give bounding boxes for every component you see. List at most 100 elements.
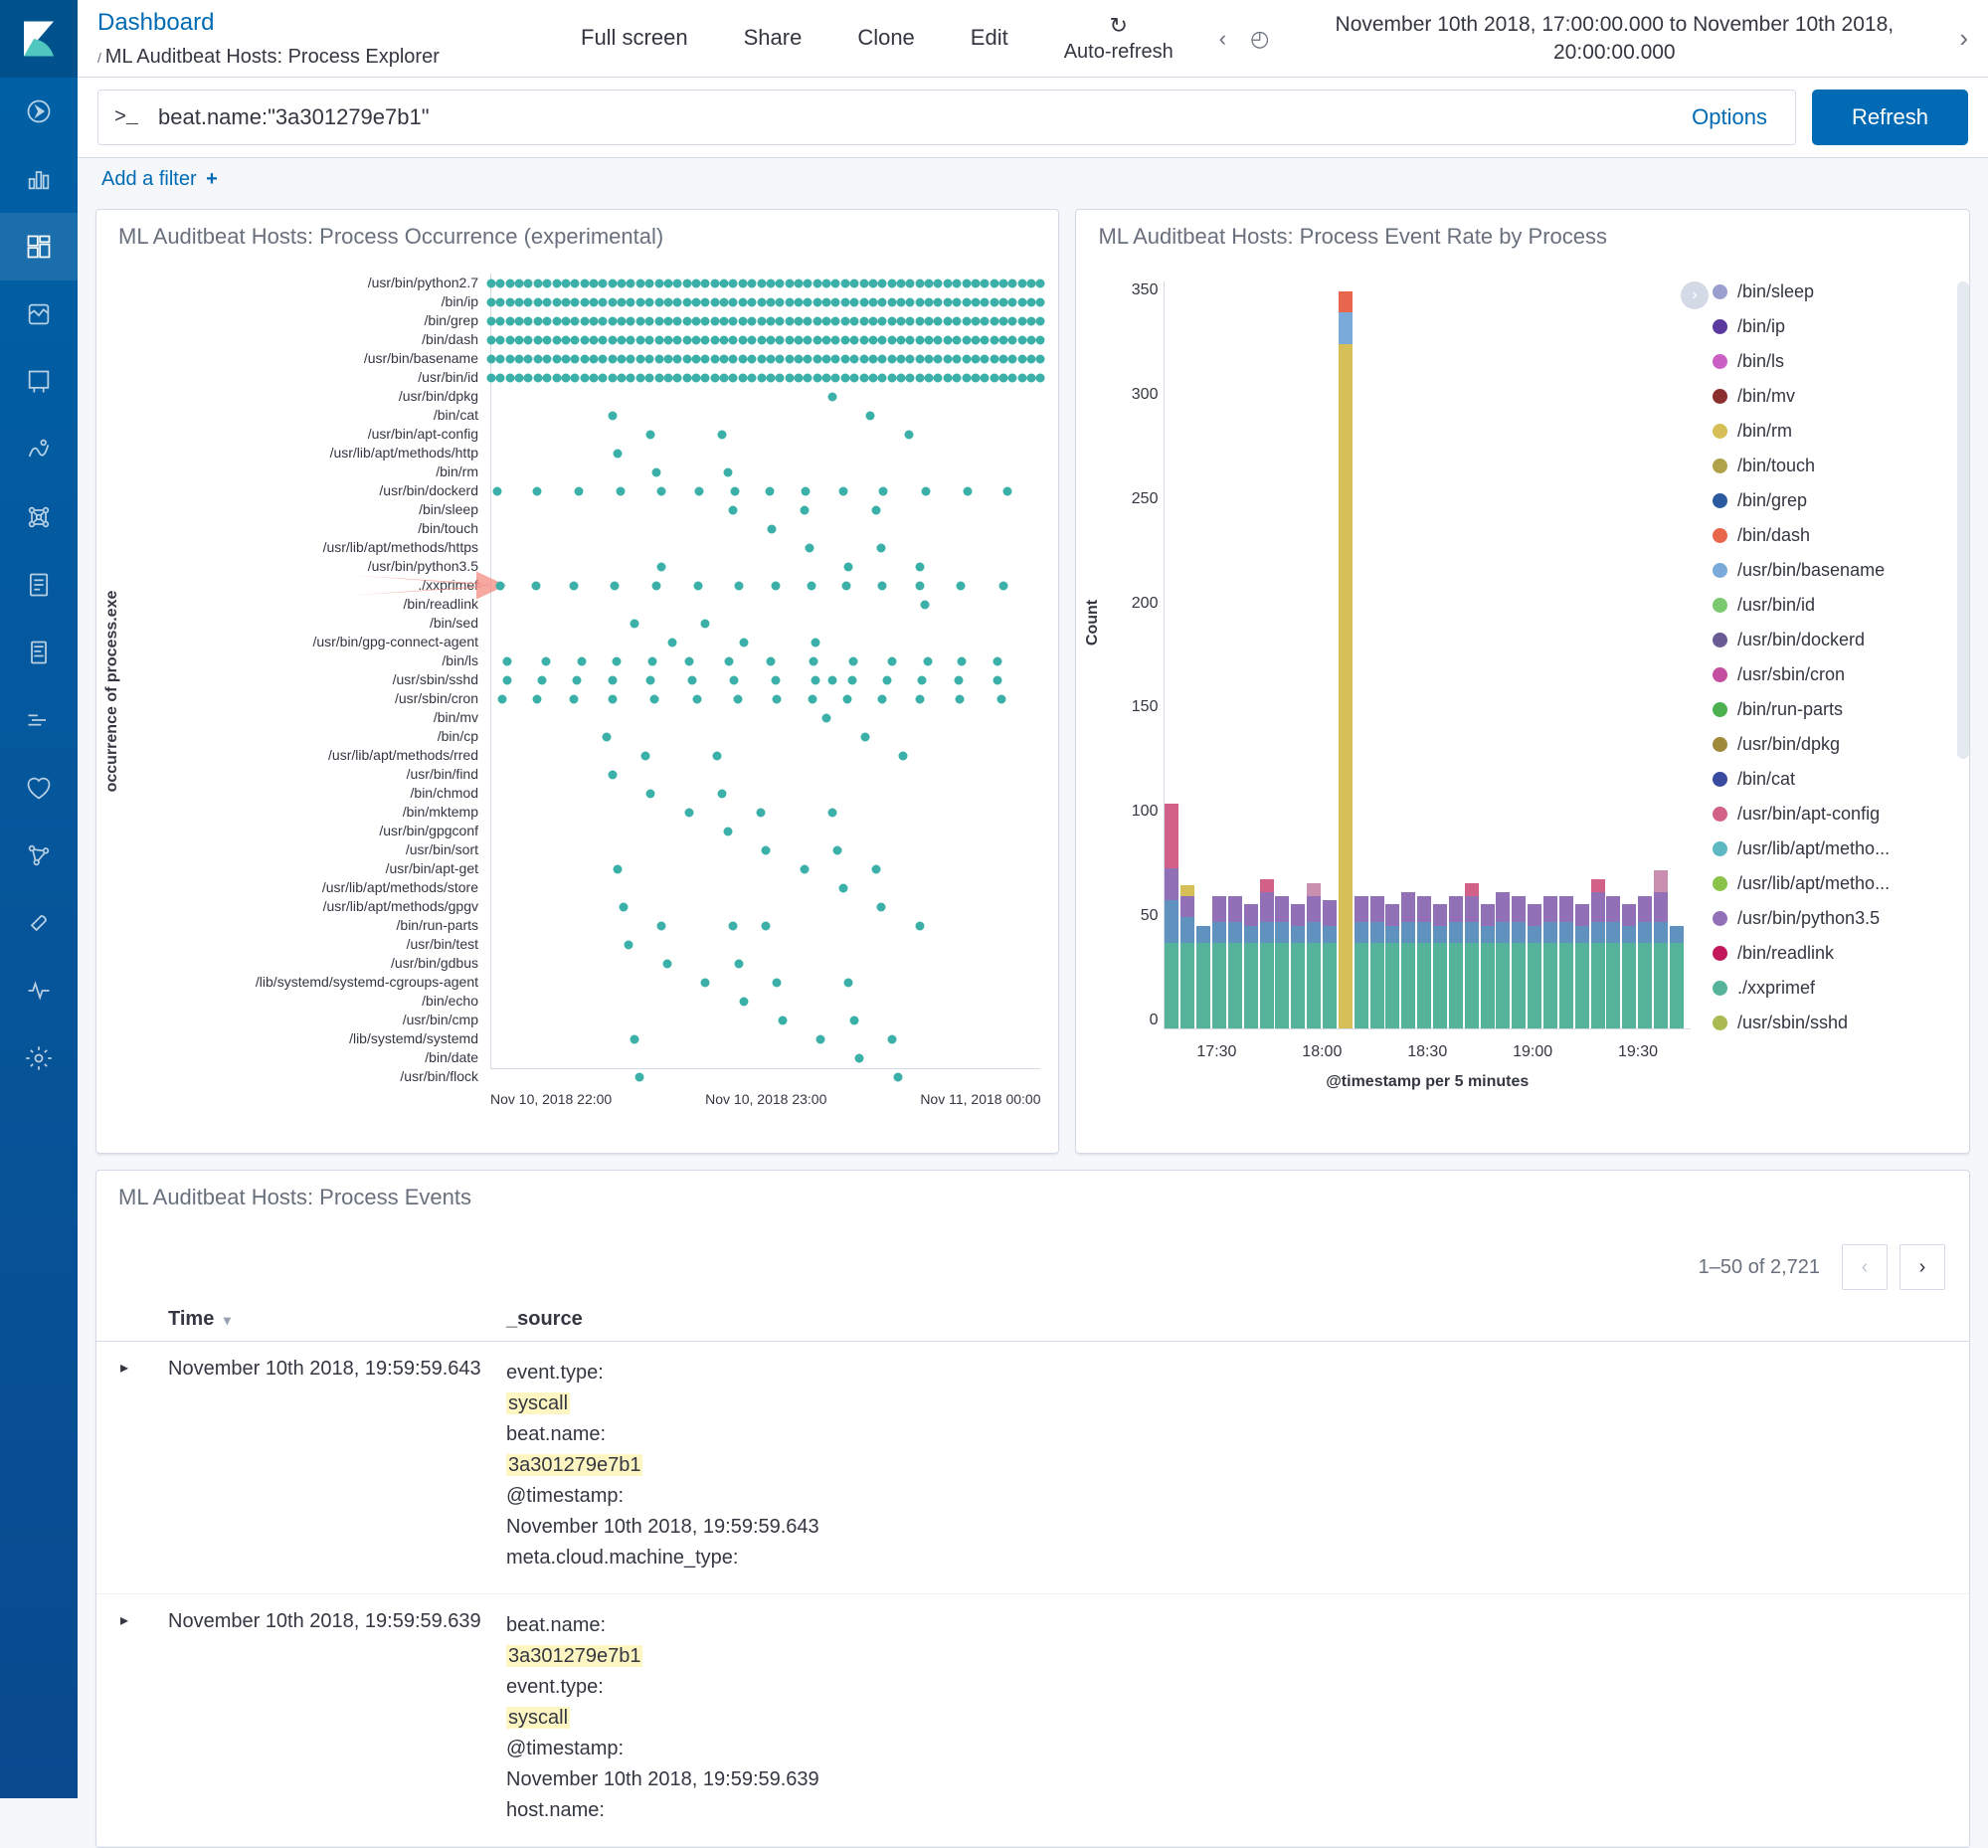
query-input-wrap[interactable]: >_ Options	[97, 90, 1796, 145]
legend-item[interactable]: /bin/cat	[1713, 769, 1961, 790]
data-point	[953, 354, 962, 363]
column-source[interactable]: _source	[506, 1308, 1945, 1331]
field-value: syscall	[506, 1703, 1945, 1734]
time-picker-icon[interactable]: ◴	[1250, 26, 1269, 52]
legend-item[interactable]: /usr/lib/apt/metho...	[1713, 873, 1961, 894]
data-point	[981, 297, 990, 306]
time-next-button[interactable]: ›	[1959, 23, 1968, 54]
time-prev-button[interactable]: ‹	[1219, 26, 1226, 52]
legend-item[interactable]: /bin/run-parts	[1713, 699, 1961, 720]
expand-row-button[interactable]: ▸	[120, 1610, 168, 1630]
data-point	[757, 297, 766, 306]
legend-item[interactable]: /bin/grep	[1713, 490, 1961, 511]
data-point	[720, 278, 729, 287]
legend-item[interactable]: /bin/mv	[1713, 386, 1961, 407]
data-point	[630, 1034, 638, 1043]
dashboard-icon[interactable]	[0, 213, 78, 280]
legend-item[interactable]: /usr/lib/apt/metho...	[1713, 838, 1961, 859]
legend-item[interactable]: /usr/bin/apt-config	[1713, 804, 1961, 825]
discover-icon[interactable]	[0, 78, 78, 145]
pager-next-button[interactable]: ›	[1899, 1244, 1945, 1290]
fullscreen-button[interactable]: Full screen	[553, 25, 716, 51]
legend-swatch-icon	[1713, 772, 1727, 787]
data-point	[831, 297, 840, 306]
legend-item[interactable]: /usr/bin/python3.5	[1713, 908, 1961, 929]
data-point	[804, 335, 813, 344]
column-time[interactable]: Time ▾	[168, 1308, 506, 1331]
bar	[1339, 291, 1353, 1028]
clone-button[interactable]: Clone	[829, 25, 942, 51]
data-point	[673, 316, 682, 325]
data-point	[800, 864, 809, 873]
stacked-bar-chart[interactable]: Count 350300250200150100500 17:3018:0018…	[1076, 264, 1969, 1119]
data-point	[1017, 373, 1026, 382]
data-point	[981, 278, 990, 287]
query-input[interactable]	[158, 104, 1680, 130]
devtools-icon[interactable]	[0, 889, 78, 957]
logs-icon[interactable]	[0, 551, 78, 619]
data-point	[766, 316, 775, 325]
source-cell: event.type:syscallbeat.name:3a301279e7b1…	[506, 1358, 1945, 1573]
canvas-icon[interactable]	[0, 348, 78, 416]
data-point	[701, 316, 710, 325]
legend-item[interactable]: /bin/readlink	[1713, 943, 1961, 964]
legend-swatch-icon	[1713, 459, 1727, 473]
scatter-chart[interactable]: occurrence of process.exe /usr/bin/pytho…	[96, 264, 1058, 1119]
data-point	[840, 373, 849, 382]
management-icon[interactable]	[0, 1024, 78, 1092]
data-point	[580, 354, 589, 363]
uptime-icon[interactable]	[0, 686, 78, 754]
legend-item[interactable]: /usr/sbin/cron	[1713, 664, 1961, 685]
legend-label: /usr/bin/id	[1737, 595, 1815, 616]
data-point	[599, 373, 608, 382]
visualize-icon[interactable]	[0, 145, 78, 213]
data-point	[720, 354, 729, 363]
data-point	[684, 656, 693, 665]
data-point	[635, 297, 644, 306]
ml-icon[interactable]	[0, 416, 78, 483]
pager-prev-button[interactable]: ‹	[1842, 1244, 1888, 1290]
heartbeat-icon[interactable]	[0, 957, 78, 1024]
bar	[1465, 883, 1479, 1028]
legend-item[interactable]: /bin/rm	[1713, 421, 1961, 442]
legend-toggle-icon[interactable]: ›	[1681, 281, 1709, 309]
edit-button[interactable]: Edit	[943, 25, 1036, 51]
panel-scrollbar[interactable]	[1957, 281, 1969, 759]
refresh-button[interactable]: Refresh	[1812, 90, 1968, 145]
breadcrumb-root[interactable]: Dashboard	[97, 9, 214, 37]
legend-item[interactable]: /bin/ls	[1713, 351, 1961, 372]
expand-row-button[interactable]: ▸	[120, 1358, 168, 1378]
monitoring-icon[interactable]	[0, 754, 78, 822]
data-point	[868, 373, 877, 382]
query-options-link[interactable]: Options	[1680, 104, 1779, 130]
bar	[1385, 904, 1399, 1028]
share-button[interactable]: Share	[716, 25, 830, 51]
data-point	[729, 297, 738, 306]
bar	[1244, 904, 1258, 1028]
data-point	[850, 316, 859, 325]
legend-item[interactable]: /bin/ip	[1713, 316, 1961, 337]
data-point	[515, 335, 524, 344]
data-point	[887, 373, 896, 382]
legend-item[interactable]: /usr/bin/dockerd	[1713, 630, 1961, 650]
add-filter-link[interactable]: Add a filter +	[101, 168, 218, 190]
kibana-logo[interactable]	[0, 0, 78, 78]
data-point	[766, 486, 775, 495]
graph-icon[interactable]	[0, 822, 78, 889]
legend-item[interactable]: /usr/bin/id	[1713, 595, 1961, 616]
data-point	[887, 656, 896, 665]
legend-item[interactable]: ./xxprimef	[1713, 978, 1961, 999]
legend-item[interactable]: /usr/sbin/sshd	[1713, 1013, 1961, 1033]
time-range-label[interactable]: November 10th 2018, 17:00:00.000 to Nove…	[1293, 11, 1935, 66]
legend-item[interactable]: /usr/bin/dpkg	[1713, 734, 1961, 755]
legend-item[interactable]: /bin/dash	[1713, 525, 1961, 546]
data-point	[757, 278, 766, 287]
legend-item[interactable]: /bin/touch	[1713, 456, 1961, 476]
timelion-icon[interactable]	[0, 280, 78, 348]
data-point	[757, 316, 766, 325]
apm-icon[interactable]	[0, 619, 78, 686]
autorefresh-button[interactable]: ↻ Auto-refresh	[1036, 13, 1201, 63]
infra-icon[interactable]	[0, 483, 78, 551]
legend-item[interactable]: /usr/bin/basename	[1713, 560, 1961, 581]
legend-item[interactable]: /bin/sleep	[1713, 281, 1961, 302]
